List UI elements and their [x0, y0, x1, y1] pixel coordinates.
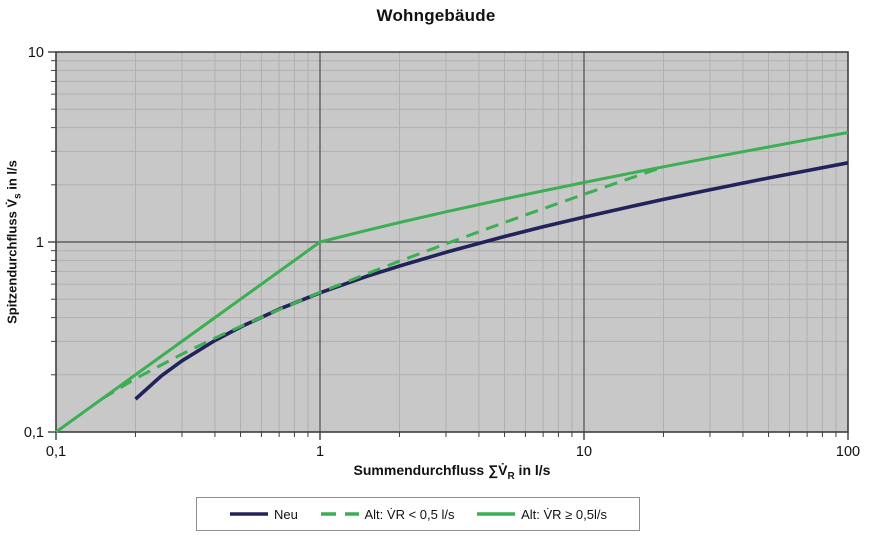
series-alt-dashed-line [101, 165, 664, 400]
neu-line-swatch [230, 512, 268, 516]
x-axis-label-unit: in l/s [514, 462, 551, 478]
alt-dashed-line-swatch [320, 512, 359, 516]
y-tick-label: 1 [36, 235, 44, 251]
legend-label-alt-dashed: Alt: V̇R < 0,5 l/s [364, 506, 455, 522]
legend-item-alt-solid: Alt: V̇R ≥ 0,5l/s [476, 507, 607, 522]
legend-item-neu: Neu [229, 507, 298, 522]
series-alt-solid-line [55, 131, 849, 434]
y-tick-label: 0,1 [24, 425, 44, 441]
y-axis-label-text: Spitzendurchfluss V̇ [4, 198, 20, 324]
x-tick-label: 100 [836, 444, 860, 460]
x-tick-label: 0,1 [46, 444, 66, 460]
y-axis-label-subscript: s [12, 193, 24, 199]
x-axis-label-subscript: R [507, 470, 515, 482]
x-axis-label-text: Summendurchfluss ∑V̇ [353, 462, 508, 478]
plot-border [55, 51, 849, 433]
legend-label-alt-solid: Alt: V̇R ≥ 0,5l/s [521, 506, 607, 522]
x-tick-label: 1 [316, 444, 324, 460]
x-tick-label: 10 [576, 444, 592, 460]
legend: Neu Alt: V̇R < 0,5 l/s Alt: V̇R ≥ 0,5l/s [196, 497, 640, 531]
y-axis-label-unit: in l/s [4, 160, 20, 194]
legend-item-alt-dashed: Alt: V̇R < 0,5 l/s [320, 506, 455, 522]
chart-title: Wohngebäude [376, 6, 496, 25]
plot-area: 0,1 1 10 100 0,1 1 10 [24, 45, 860, 460]
y-tick-label: 10 [28, 45, 44, 61]
legend-label-neu: Neu [274, 506, 298, 522]
x-axis-label: Summendurchfluss ∑V̇R in l/s [354, 462, 551, 482]
y-axis-label: Spitzendurchfluss V̇s in l/s [5, 160, 24, 324]
series-neu-line [134, 161, 849, 401]
alt-solid-line-swatch [477, 512, 516, 516]
